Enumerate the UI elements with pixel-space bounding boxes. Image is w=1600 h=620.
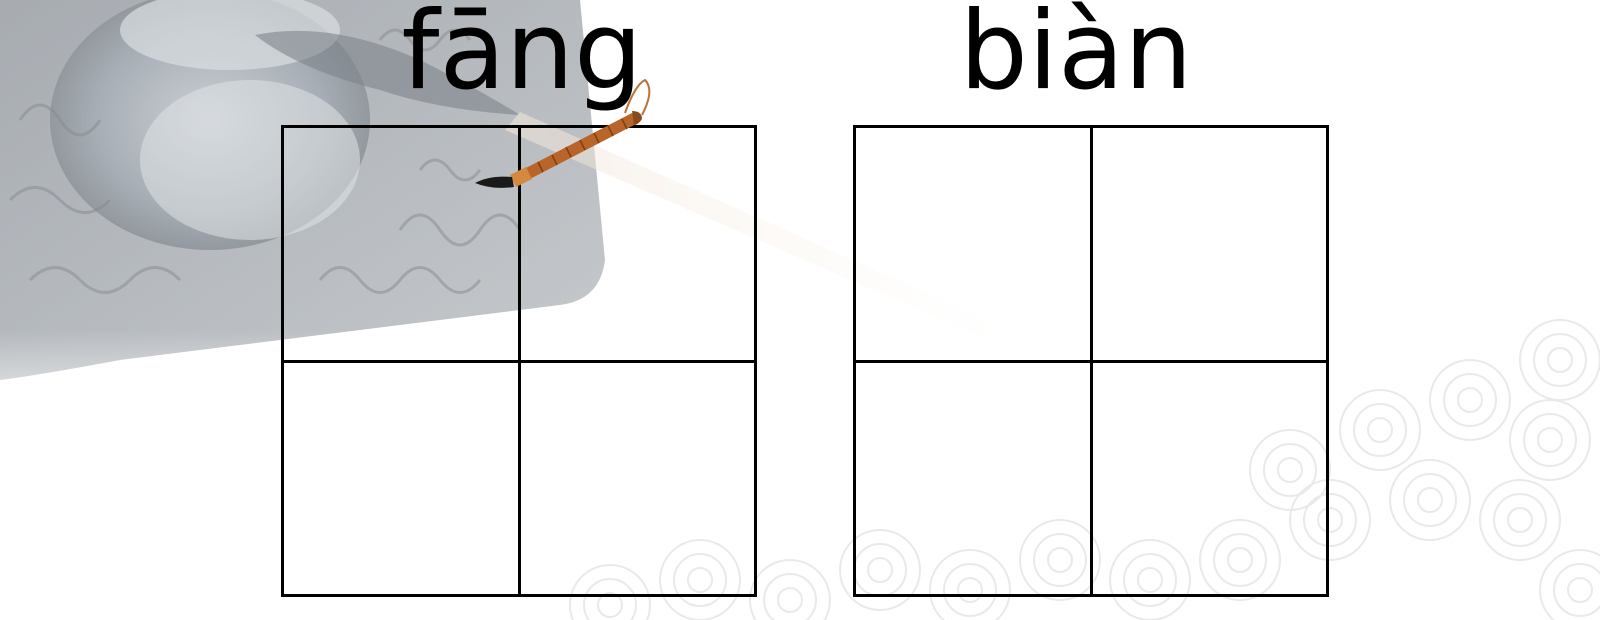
pinyin-label-bian: biàn [959, 0, 1193, 114]
grid-horizontal-divider [284, 359, 754, 363]
calligraphy-brush-icon [475, 78, 651, 188]
pinyin-label-fang: fāng [401, 0, 643, 114]
cloud-swirl-pattern [569, 319, 1600, 620]
grid-horizontal-divider [856, 359, 1326, 363]
writing-grid-fang[interactable] [281, 125, 757, 597]
background-brush [255, 30, 1010, 345]
writing-grid-bian[interactable] [853, 125, 1329, 597]
